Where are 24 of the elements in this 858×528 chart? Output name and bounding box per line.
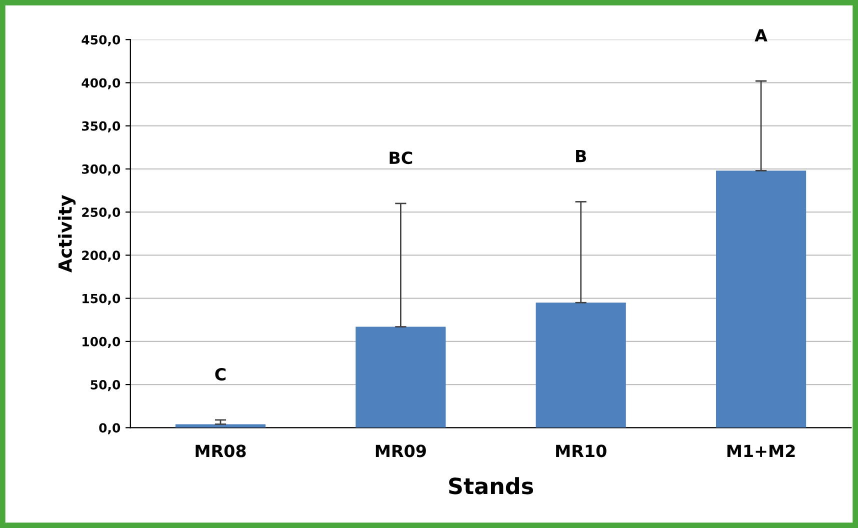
bar (356, 326, 446, 428)
x-tick-label: MR10 (556, 444, 606, 458)
y-tick-label: 0,0 (99, 423, 120, 434)
x-tick-label: M1+M2 (727, 444, 795, 458)
y-tick-label: 450,0 (82, 35, 120, 46)
y-tick-label: 300,0 (82, 164, 120, 176)
y-tick-label: 150,0 (82, 294, 120, 305)
x-tick-label: MR09 (376, 444, 426, 458)
annotation: BC (390, 152, 412, 164)
annotation: B (576, 150, 586, 162)
bar (175, 424, 266, 428)
x-axis-title: Stands (449, 477, 534, 494)
annotation: C (215, 368, 226, 381)
y-tick-label: 250,0 (82, 208, 120, 219)
x-tick-label: MR08 (196, 444, 246, 458)
bar (716, 170, 806, 428)
y-tick-label: 200,0 (82, 250, 120, 262)
y-axis-title: Activity (58, 195, 76, 272)
bar (536, 302, 626, 428)
y-tick-label: 350,0 (82, 121, 120, 132)
annotation: A (754, 29, 768, 42)
y-tick-label: 50,0 (90, 380, 120, 392)
y-tick-label: 400,0 (82, 78, 120, 90)
y-tick-label: 100,0 (82, 336, 120, 348)
